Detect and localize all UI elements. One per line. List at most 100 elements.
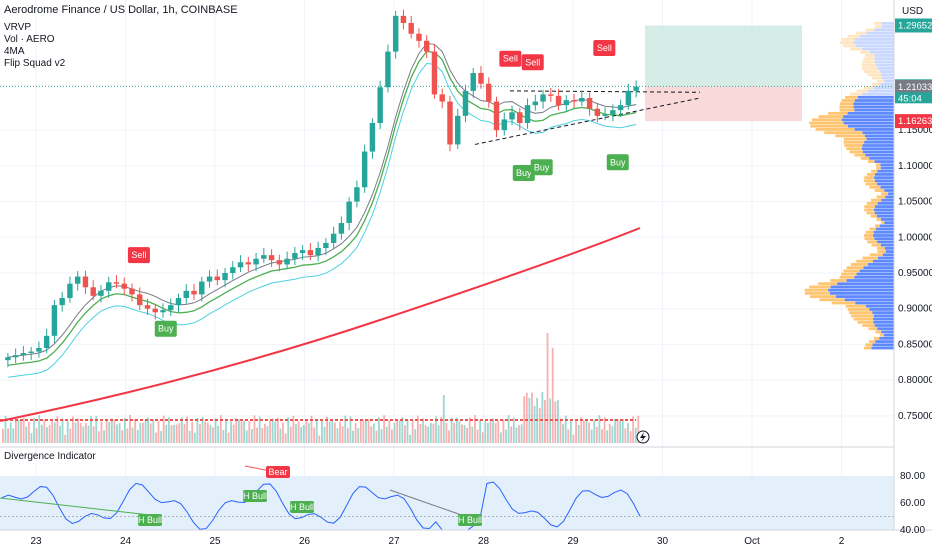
bull-divergence[interactable]: H Bull bbox=[243, 490, 267, 502]
volume-bar bbox=[113, 419, 116, 443]
bull-divergence[interactable]: H Bull bbox=[290, 501, 314, 513]
vrvp-bar-buy bbox=[862, 131, 894, 135]
buy-signal[interactable]: Buy bbox=[512, 165, 535, 181]
bear-divergence[interactable]: Bear bbox=[266, 466, 290, 478]
vrvp-bar-sell bbox=[875, 330, 882, 334]
price-tick: 0.90000 bbox=[898, 304, 932, 315]
vrvp-bar-buy bbox=[841, 118, 894, 122]
vrvp-bar-sell bbox=[866, 201, 878, 205]
volume-bar bbox=[170, 425, 173, 443]
volume-bar bbox=[292, 415, 295, 443]
vrvp-bar-buy bbox=[866, 137, 894, 141]
volume-bar bbox=[593, 420, 596, 443]
sell-signal[interactable]: Sell bbox=[499, 50, 522, 67]
vrvp-bar-sell bbox=[872, 83, 881, 86]
bull-divergence[interactable]: H Bull bbox=[138, 514, 162, 526]
candles bbox=[5, 9, 639, 368]
candle-body bbox=[129, 288, 135, 295]
candle-body bbox=[113, 282, 120, 284]
vrvp-bar-sell bbox=[863, 57, 875, 61]
volume-bar bbox=[48, 424, 51, 443]
vrvp-bar-sell bbox=[861, 63, 876, 67]
buy-signal[interactable]: Buy bbox=[606, 154, 629, 171]
sell-label: Sell bbox=[131, 250, 146, 260]
price-tick: 1.10000 bbox=[898, 161, 932, 172]
sell-signal[interactable]: Sell bbox=[521, 54, 544, 71]
sell-signal[interactable]: Sell bbox=[127, 247, 150, 264]
vrvp-bar-sell bbox=[879, 333, 884, 337]
vrvp-bar-sell bbox=[868, 340, 876, 343]
volume-bar bbox=[505, 429, 507, 443]
vrvp-bar-buy bbox=[882, 253, 894, 257]
candle-body bbox=[486, 83, 492, 102]
candle-body bbox=[137, 294, 143, 306]
vrvp-bar-sell bbox=[818, 282, 838, 286]
vrvp-bar-buy bbox=[873, 317, 894, 321]
volume-bar bbox=[12, 428, 15, 443]
vrvp-bar-buy bbox=[875, 205, 894, 208]
volume-bar bbox=[269, 420, 271, 443]
price-tick: 1.05000 bbox=[898, 197, 932, 208]
candle-body bbox=[377, 87, 383, 123]
volume-bar bbox=[116, 424, 118, 443]
bull-divergence[interactable]: H Bull bbox=[458, 514, 482, 526]
vrvp-bar-buy bbox=[853, 102, 894, 106]
volume-bar bbox=[344, 415, 347, 443]
volume-bar bbox=[186, 416, 188, 443]
vrvp-bar-sell bbox=[874, 224, 880, 228]
candle-body bbox=[36, 348, 42, 352]
candle-body bbox=[175, 298, 182, 306]
vrvp-bar-sell bbox=[854, 153, 866, 157]
stop-zone[interactable] bbox=[645, 86, 802, 122]
volume-bar bbox=[442, 395, 445, 443]
legend-4ma[interactable]: 4MA bbox=[4, 46, 25, 57]
volume-bar bbox=[46, 427, 48, 443]
volume-bar bbox=[222, 429, 225, 443]
sell-signal[interactable]: Sell bbox=[593, 40, 616, 56]
vrvp-bar-sell bbox=[866, 173, 875, 176]
legend-volume[interactable]: Vol · AERO bbox=[4, 34, 55, 45]
vrvp-bar-buy bbox=[882, 76, 894, 80]
rsi-title[interactable]: Divergence Indicator bbox=[4, 451, 96, 462]
volume-bar bbox=[627, 423, 629, 443]
candle-body bbox=[268, 255, 275, 261]
volume-bar bbox=[77, 418, 80, 443]
volume-bar bbox=[206, 422, 209, 443]
candle-body bbox=[540, 94, 546, 102]
volume-bar bbox=[616, 419, 619, 443]
legend-flip-squad[interactable]: Flip Squad v2 bbox=[4, 58, 66, 69]
target-zone[interactable] bbox=[645, 25, 802, 87]
volume-bar bbox=[346, 427, 349, 443]
lightning-icon[interactable] bbox=[636, 430, 650, 444]
volume-bar bbox=[219, 415, 222, 443]
vrvp-bar-buy bbox=[855, 38, 894, 41]
volume-bar bbox=[266, 426, 269, 443]
vrvp-bar-sell bbox=[876, 79, 885, 83]
vrvp-bar-buy bbox=[879, 336, 894, 340]
volume-bar bbox=[429, 422, 432, 443]
vrvp-bar-buy bbox=[868, 263, 894, 266]
buy-signal[interactable]: Buy bbox=[530, 159, 553, 176]
vrvp-bar-buy bbox=[885, 250, 894, 253]
rsi-axis[interactable]: 80.00 60.00 40.00 bbox=[900, 471, 925, 536]
vrvp-bar-sell bbox=[856, 259, 873, 263]
legend-vrvp[interactable]: VRVP bbox=[4, 22, 31, 33]
price-axis[interactable]: 1.15000 1.10000 1.05000 1.00000 0.95000 0.900… bbox=[898, 125, 932, 422]
vrvp-bar-buy bbox=[846, 279, 894, 282]
volume-bar bbox=[484, 421, 487, 443]
vrvp-bar-buy bbox=[857, 95, 894, 99]
volume-bar bbox=[637, 415, 640, 443]
volume-bar bbox=[533, 405, 536, 443]
buy-signal[interactable]: Buy bbox=[154, 320, 177, 337]
candle-body bbox=[439, 94, 445, 102]
time-axis[interactable]: 23 24 25 26 27 28 29 30 Oct 2 bbox=[30, 536, 844, 547]
vrvp-bar-buy bbox=[859, 269, 894, 273]
vrvp-bar-buy bbox=[877, 327, 894, 331]
candle-body bbox=[20, 353, 27, 356]
vrvp-bar-sell bbox=[865, 28, 875, 32]
volume-bar bbox=[225, 418, 227, 443]
candle-body bbox=[478, 73, 484, 84]
volume-bar bbox=[437, 425, 440, 443]
volume-bar bbox=[445, 422, 448, 443]
